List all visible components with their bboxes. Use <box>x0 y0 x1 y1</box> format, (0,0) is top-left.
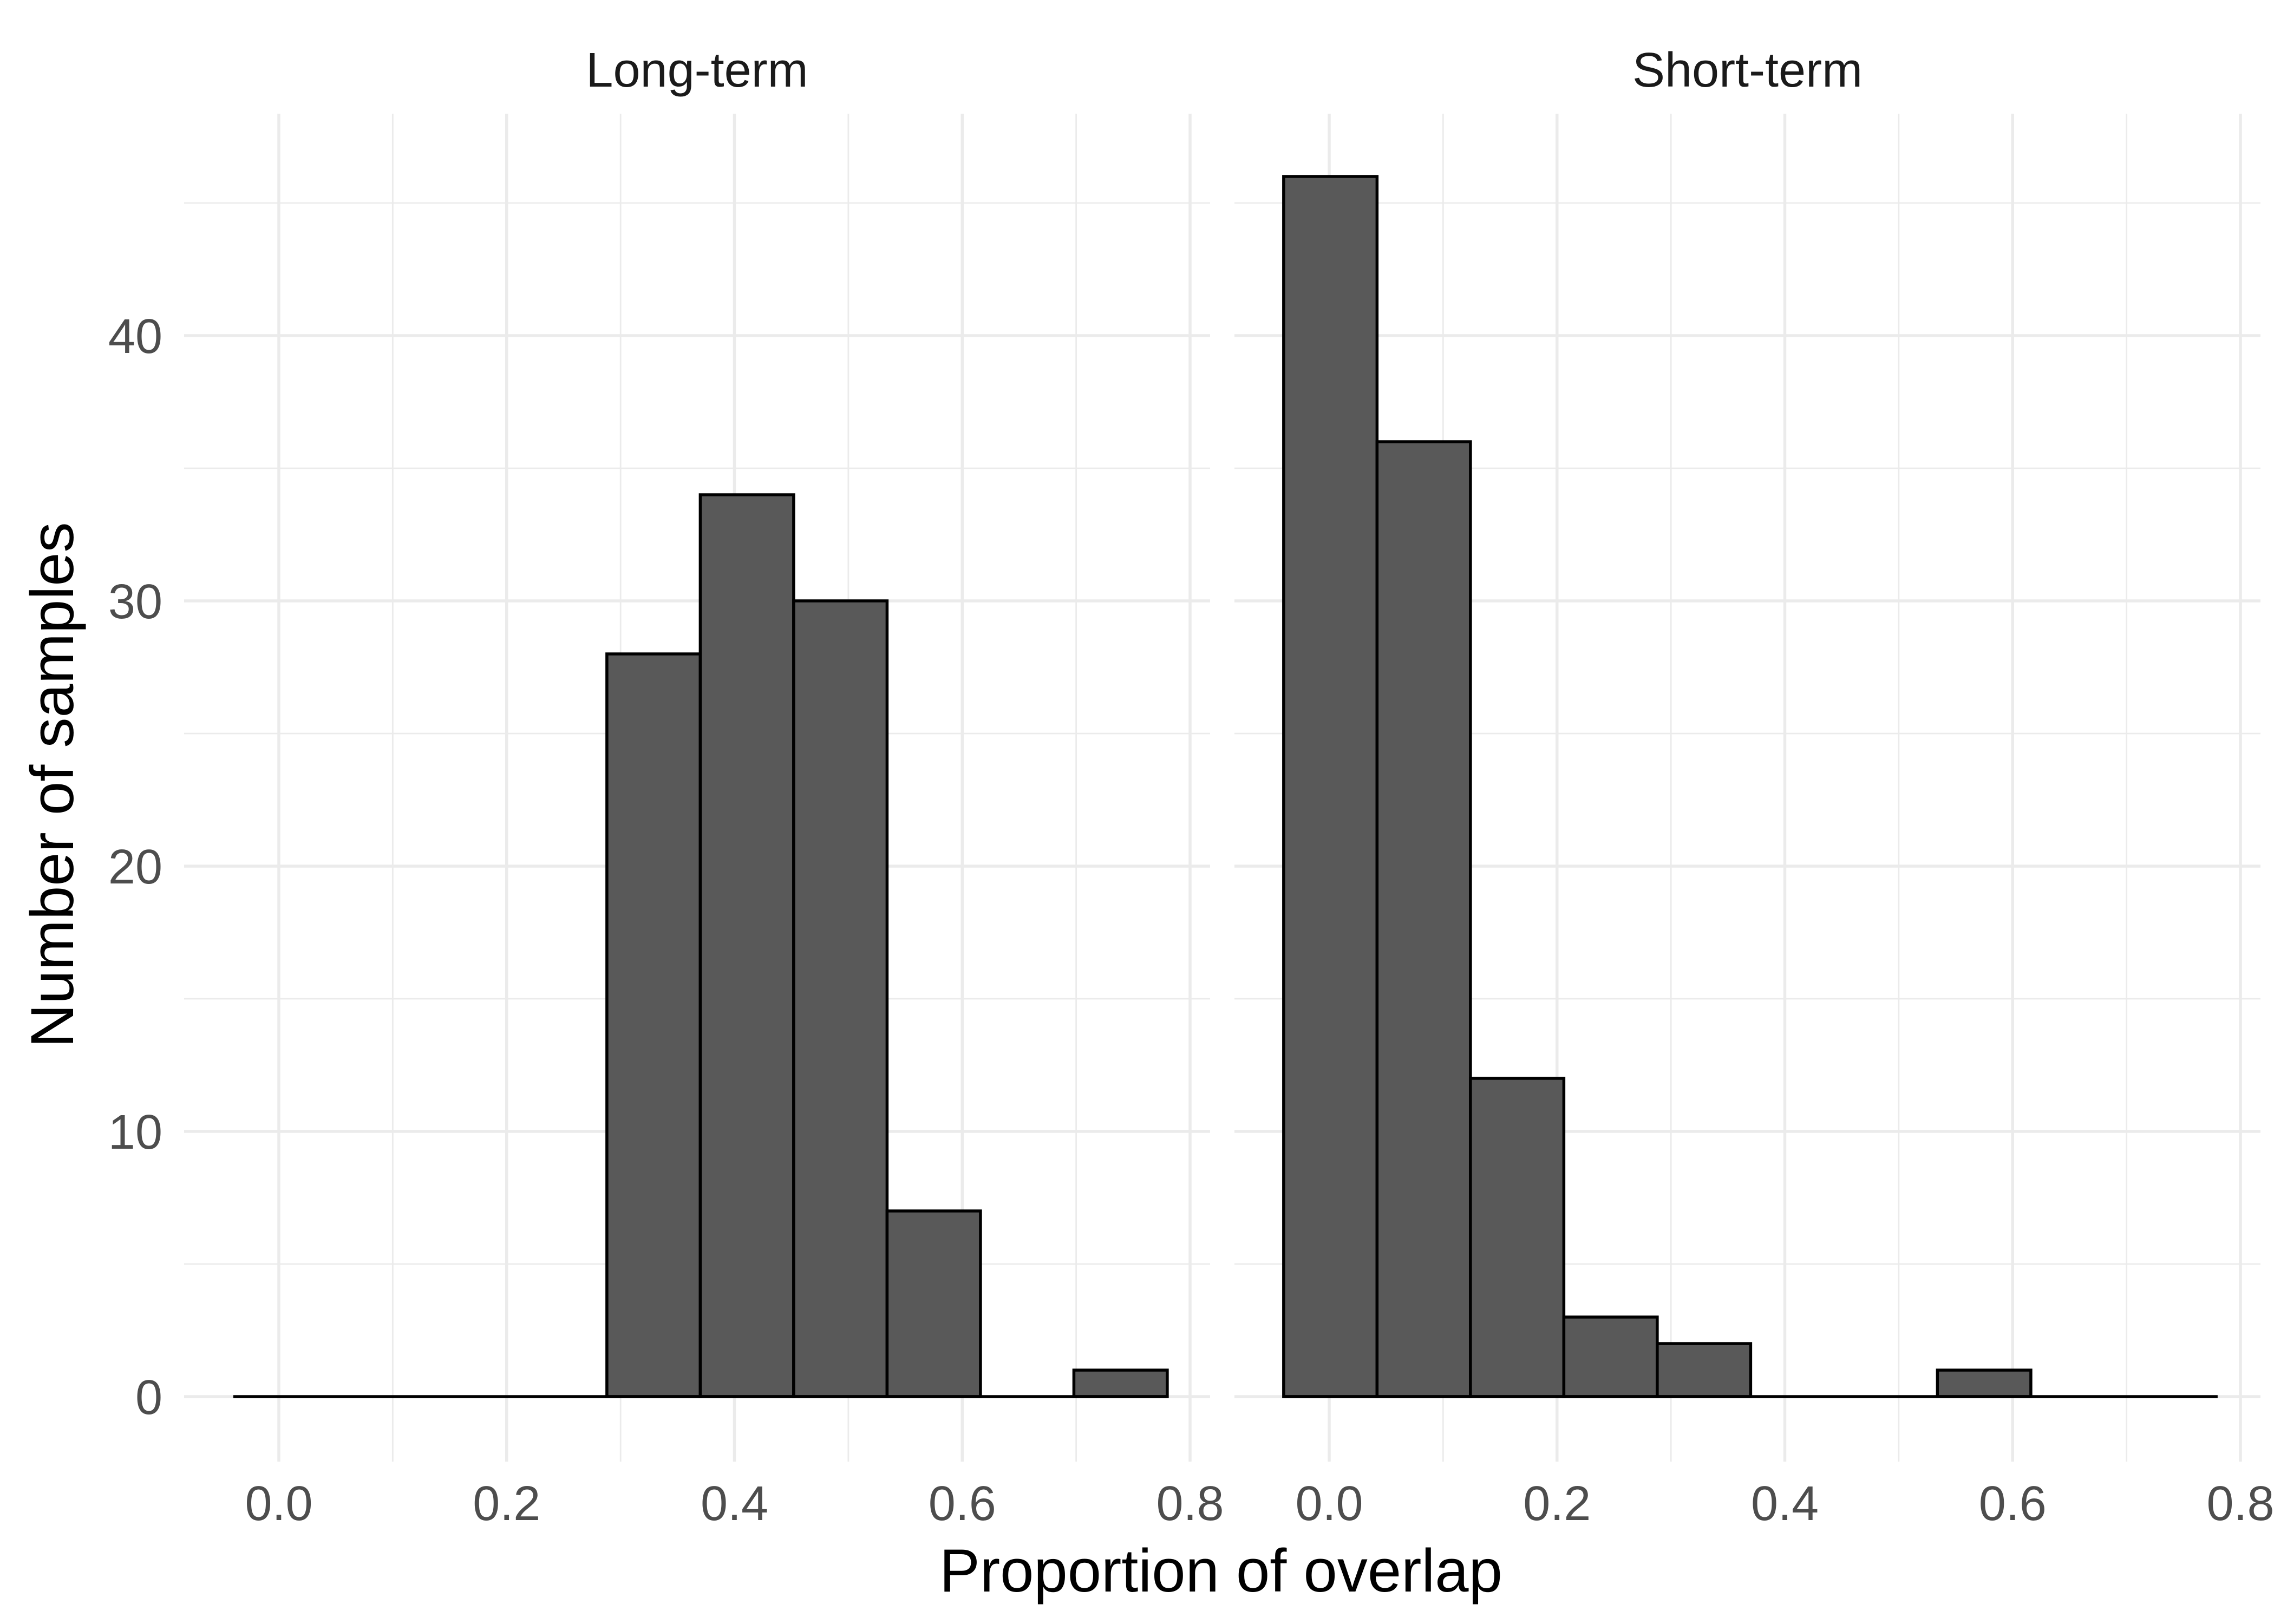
y-tick-label: 30 <box>108 575 162 629</box>
x-tick-label: 0.2 <box>1523 1477 1591 1531</box>
y-tick-label: 10 <box>108 1105 162 1160</box>
text-layer: Long-term 0.0 0.2 0.4 0.6 0.8 Short-term 0.0 0.2… <box>108 43 2274 1531</box>
histogram-bar <box>1936 1368 2033 1398</box>
x-tick-label: 0.4 <box>1751 1477 1819 1531</box>
x-tick-label: 0.2 <box>473 1477 540 1531</box>
histogram-bar <box>1375 440 1472 1398</box>
bars-layer <box>233 175 2218 1398</box>
histogram-bar <box>698 493 795 1398</box>
x-tick-label: 0.6 <box>1979 1477 2047 1531</box>
x-tick-label: 0.6 <box>929 1477 996 1531</box>
histogram-bar <box>1072 1368 1169 1398</box>
histogram-bar <box>792 599 889 1398</box>
histogram-bar <box>1282 175 1379 1398</box>
y-tick-label: 20 <box>108 840 162 894</box>
facet-label: Long-term <box>586 43 808 97</box>
x-tick-label: 0.8 <box>1156 1477 1224 1531</box>
histogram-bar <box>1562 1315 1659 1398</box>
x-tick-label: 0.8 <box>2206 1477 2274 1531</box>
grid-layer <box>184 114 2260 1462</box>
y-tick-label: 0 <box>135 1371 162 1425</box>
x-tick-label: 0.0 <box>1295 1477 1363 1531</box>
x-axis-title: Proportion of overlap <box>939 1537 1502 1605</box>
histogram-bar <box>605 652 702 1398</box>
x-tick-label: 0.4 <box>701 1477 768 1531</box>
x-tick-label: 0.0 <box>245 1477 312 1531</box>
facet-label: Short-term <box>1632 43 1863 97</box>
histogram-bar <box>1469 1077 1566 1398</box>
y-axis-title: Number of samples <box>18 522 86 1047</box>
histogram-bar <box>885 1209 982 1398</box>
y-tick-label: 40 <box>108 310 162 364</box>
histogram-bar <box>1656 1342 1753 1398</box>
